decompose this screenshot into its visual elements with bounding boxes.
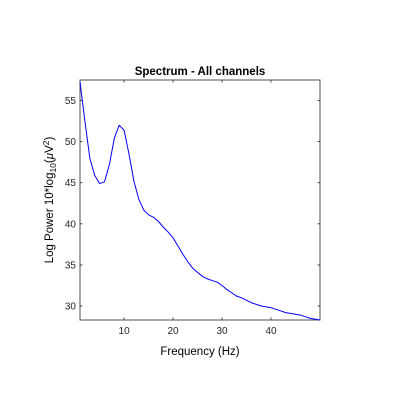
y-axis-ticks: 30 35 40 45 50 55 [65,96,320,313]
y-tick-label-35: 35 [65,260,77,271]
chart-title: Spectrum - All channels [135,66,266,78]
y-tick-label-55: 55 [65,96,77,107]
y-axis-label-main: Log Power 10*log [44,173,56,264]
y-tick-label-50: 50 [65,137,77,148]
y-tick-label-45: 45 [65,178,77,189]
y-axis-label-unit: V [44,145,56,153]
y-axis-label-paren-open: ( [44,159,56,163]
y-axis-label: Log Power 10*log10(μV2) [41,137,58,264]
plot-area [79,79,321,321]
x-axis-ticks: 10 20 30 40 [119,80,277,337]
y-tick-label-40: 40 [65,219,77,230]
y-axis-label-superscript: 2 [41,140,51,145]
x-tick-label-10: 10 [119,326,131,337]
spectrum-line [79,81,321,321]
y-axis-label-mu: μ [44,152,56,160]
x-tick-label-30: 30 [216,326,228,337]
y-tick-label-30: 30 [65,302,77,313]
x-axis-label: Frequency (Hz) [160,346,239,358]
y-axis-label-subscript: 10 [48,163,58,173]
y-axis-label-paren-close: ) [44,137,56,141]
x-tick-label-20: 20 [167,326,179,337]
x-tick-label-40: 40 [265,326,277,337]
